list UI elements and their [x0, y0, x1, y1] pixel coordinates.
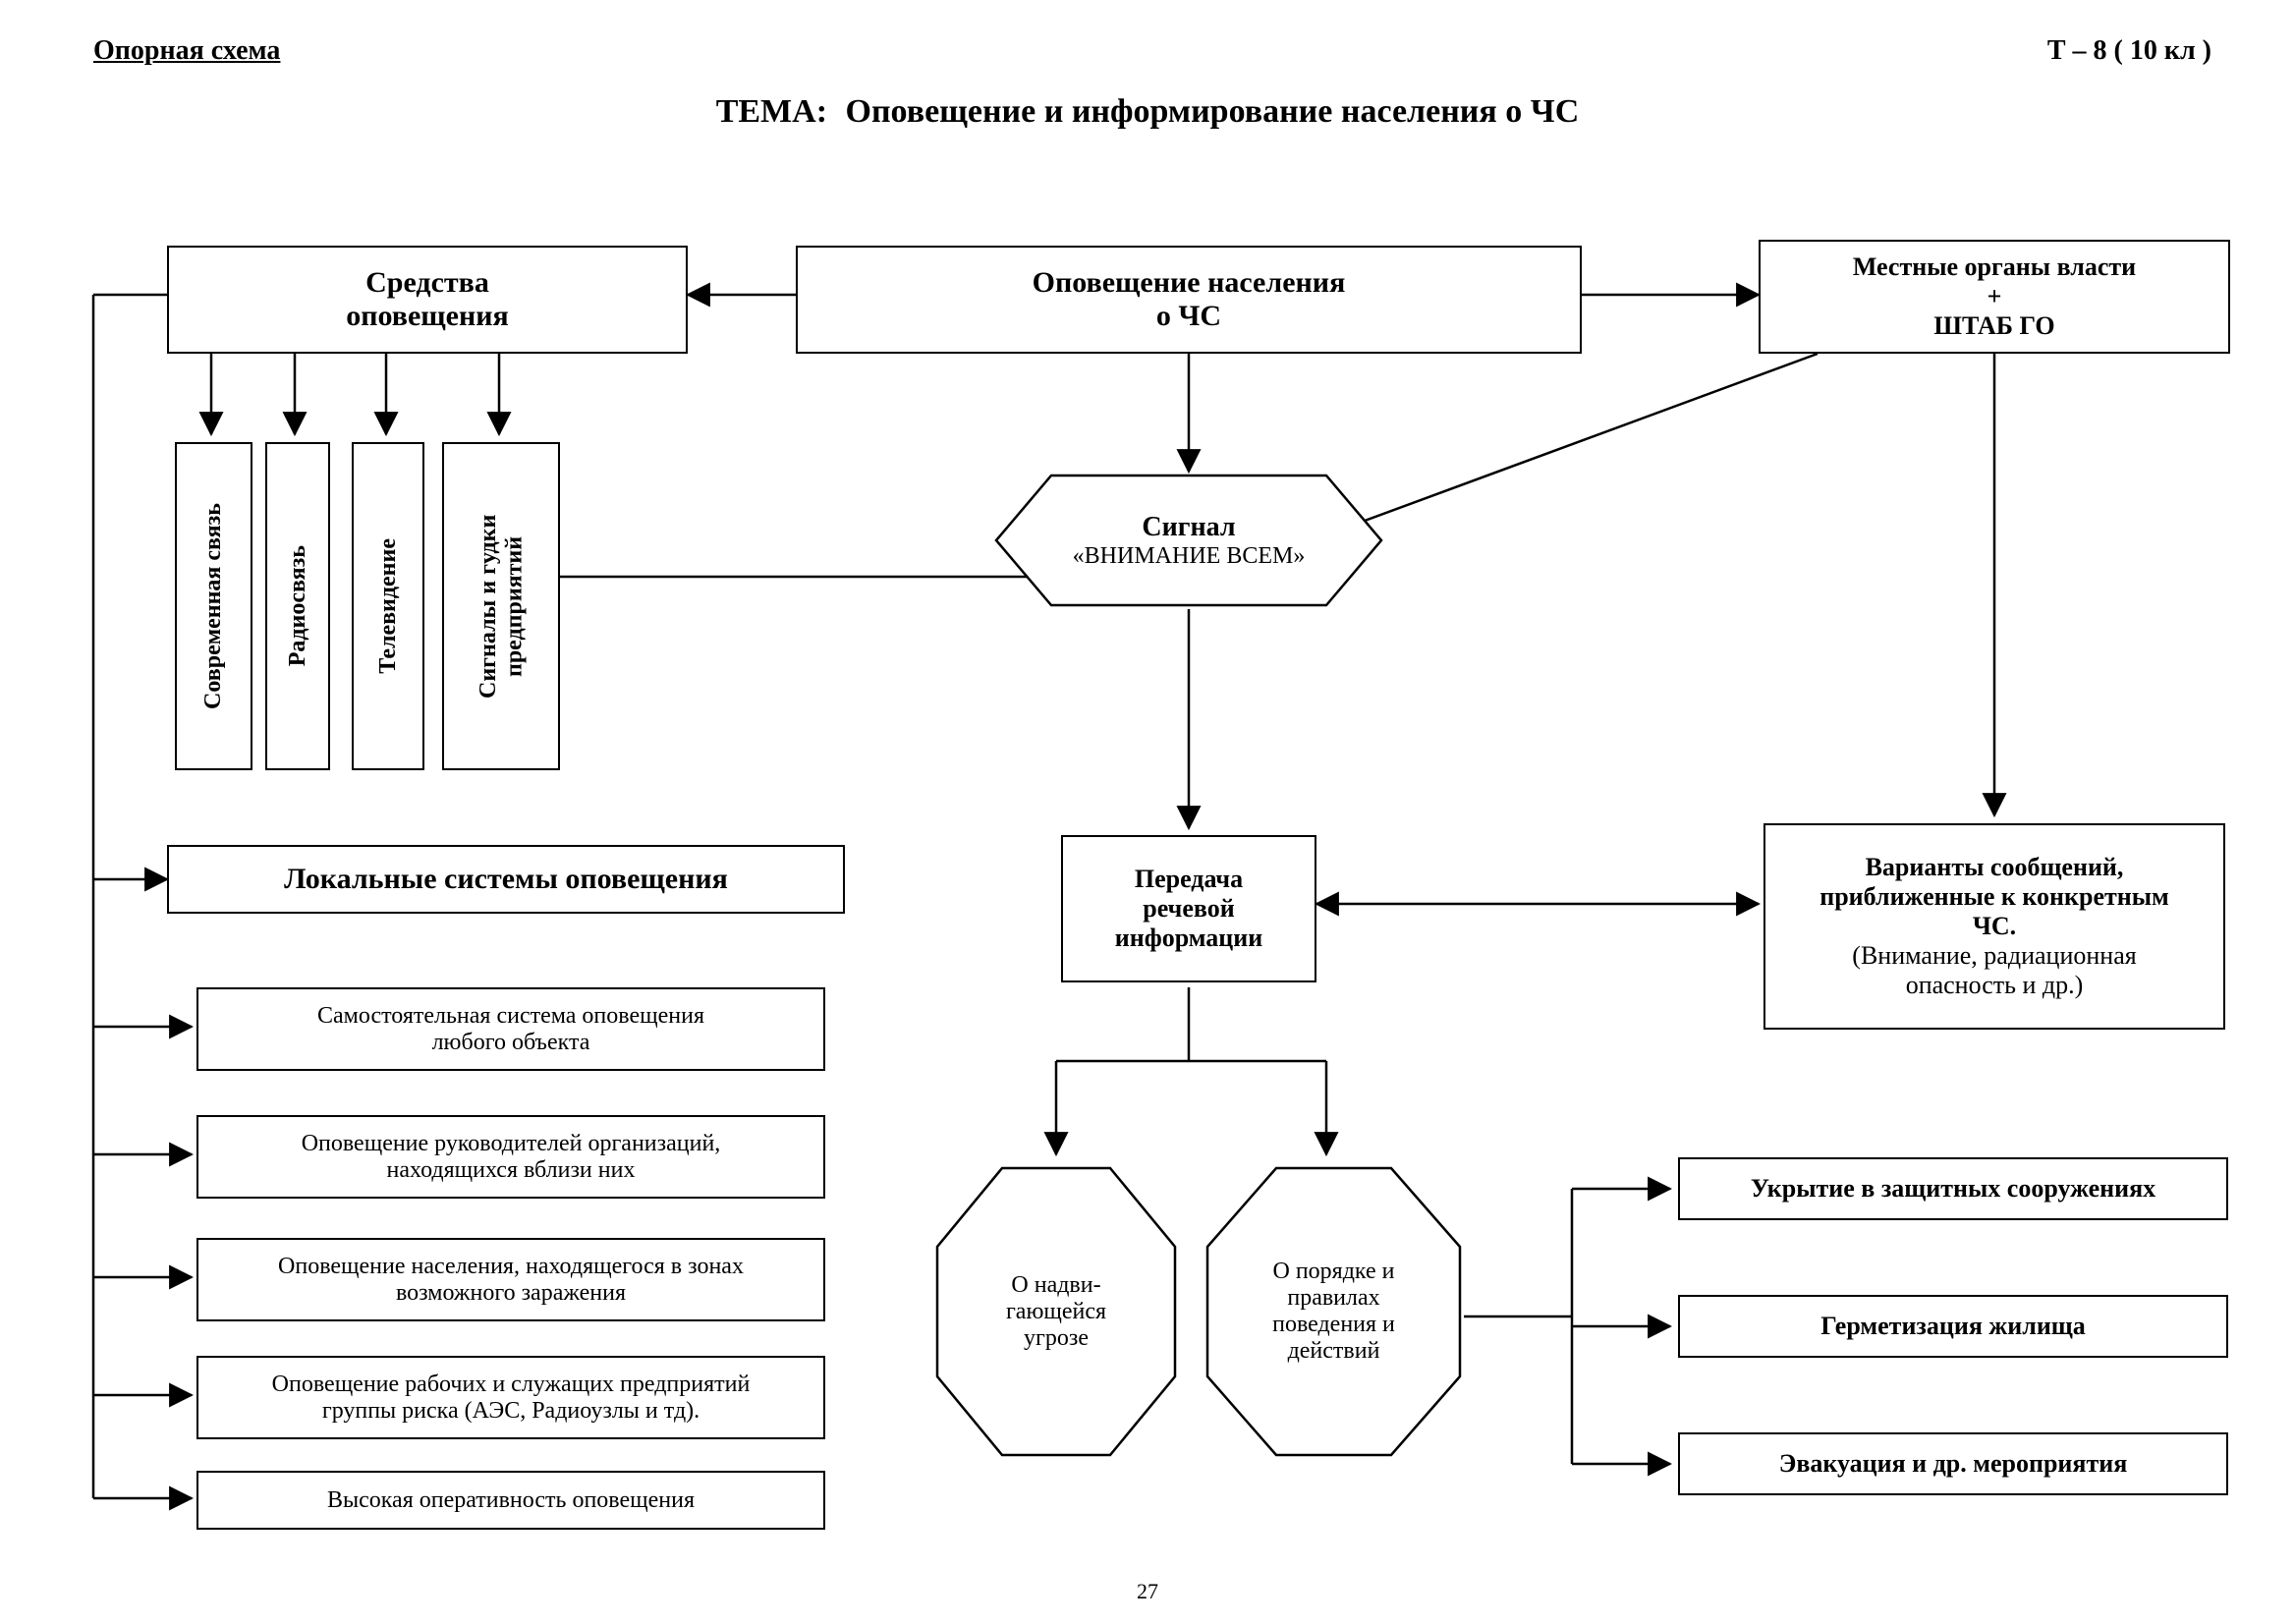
oct-threat-l3: угрозе: [1006, 1325, 1106, 1352]
action-evac: Эвакуация и др. мероприятия: [1678, 1432, 2228, 1495]
box-authorities: Местные органы власти + ШТАБ ГО: [1759, 240, 2230, 354]
box-means: Средства оповещения: [167, 246, 688, 354]
action-shelter: Укрытие в защитных сооружениях: [1678, 1157, 2228, 1220]
local-item-4: Оповещение рабочих и служащих предприяти…: [196, 1356, 825, 1439]
local-item-2-l1: Оповещение руководителей организаций,: [302, 1131, 721, 1157]
oct-actions-l1: О порядке и: [1272, 1259, 1395, 1285]
box-variants-l1: Варианты сообщений,: [1866, 853, 2124, 882]
means-item-tv-label: Телевидение: [375, 538, 402, 674]
local-item-2-l2: находящихся вблизи них: [387, 1157, 636, 1184]
local-item-4-l1: Оповещение рабочих и служащих предприяти…: [272, 1372, 751, 1398]
local-item-2: Оповещение руководителей организаций, на…: [196, 1115, 825, 1199]
signal-l2: «ВНИМАНИЕ ВСЕМ»: [1073, 543, 1306, 570]
box-main: Оповещение населения о ЧС: [796, 246, 1582, 354]
action-seal: Герметизация жилища: [1678, 1295, 2228, 1358]
means-item-radio: Радиосвязь: [265, 442, 330, 770]
action-shelter-text: Укрытие в защитных сооружениях: [1751, 1174, 2155, 1204]
box-variants-l5: опасность и др.): [1906, 971, 2084, 1000]
oct-threat: О надви- гающейся угрозе: [933, 1164, 1179, 1459]
oct-actions-l4: действий: [1272, 1338, 1395, 1365]
oct-actions: О порядке и правилах поведения и действи…: [1203, 1164, 1464, 1459]
box-variants-l4: (Внимание, радиационная: [1852, 941, 2136, 971]
means-item-radio-label: Радиосвязь: [285, 545, 311, 666]
local-item-1: Самостоятельная система оповещения любог…: [196, 987, 825, 1071]
means-item-modern-label: Современная связь: [200, 503, 227, 709]
means-item-modern: Современная связь: [175, 442, 252, 770]
means-item-tv: Телевидение: [352, 442, 424, 770]
local-item-1-l2: любого объекта: [432, 1030, 590, 1056]
local-item-1-l1: Самостоятельная система оповещения: [317, 1003, 704, 1030]
box-auth-l1: Местные органы власти: [1853, 252, 2136, 282]
means-item-sirens-label: Сигналы и гудки предприятий: [476, 444, 528, 768]
box-speech-l1: Передача: [1135, 865, 1243, 894]
box-speech: Передача речевой информации: [1061, 835, 1316, 982]
local-item-5-l1: Высокая оперативность оповещения: [327, 1487, 695, 1514]
box-variants-l3: ЧС.: [1973, 912, 2016, 941]
local-item-5: Высокая оперативность оповещения: [196, 1471, 825, 1530]
signal-hex: Сигнал «ВНИМАНИЕ ВСЕМ»: [992, 472, 1385, 609]
box-variants-l2: приближенные к конкретным: [1819, 882, 2169, 912]
local-item-3-l1: Оповещение населения, находящегося в зон…: [278, 1254, 744, 1280]
local-item-4-l2: группы риска (АЭС, Радиоузлы и тд).: [322, 1398, 700, 1425]
oct-threat-l1: О надви-: [1006, 1272, 1106, 1299]
local-item-3: Оповещение населения, находящегося в зон…: [196, 1238, 825, 1321]
box-means-l2: оповещения: [346, 300, 509, 333]
box-speech-l2: речевой: [1143, 894, 1234, 924]
means-item-sirens: Сигналы и гудки предприятий: [442, 442, 560, 770]
local-item-3-l2: возможного заражения: [396, 1280, 626, 1307]
action-evac-text: Эвакуация и др. мероприятия: [1779, 1449, 2128, 1479]
oct-actions-l2: правилах: [1272, 1285, 1395, 1312]
box-auth-l2: +: [1987, 282, 2002, 311]
box-means-l1: Средства: [365, 266, 489, 300]
box-local-title: Локальные системы оповещения: [167, 845, 845, 914]
box-main-l1: Оповещение населения: [1033, 266, 1346, 300]
local-title-text: Локальные системы оповещения: [284, 863, 728, 896]
page-number: 27: [0, 1579, 2295, 1604]
signal-l1: Сигнал: [1073, 512, 1306, 543]
box-speech-l3: информации: [1115, 924, 1263, 953]
box-auth-l3: ШТАБ ГО: [1933, 311, 2054, 341]
action-seal-text: Герметизация жилища: [1820, 1312, 2086, 1341]
oct-threat-l2: гающейся: [1006, 1299, 1106, 1325]
oct-actions-l3: поведения и: [1272, 1312, 1395, 1338]
box-variants: Варианты сообщений, приближенные к конкр…: [1763, 823, 2225, 1030]
box-main-l2: о ЧС: [1156, 300, 1221, 333]
